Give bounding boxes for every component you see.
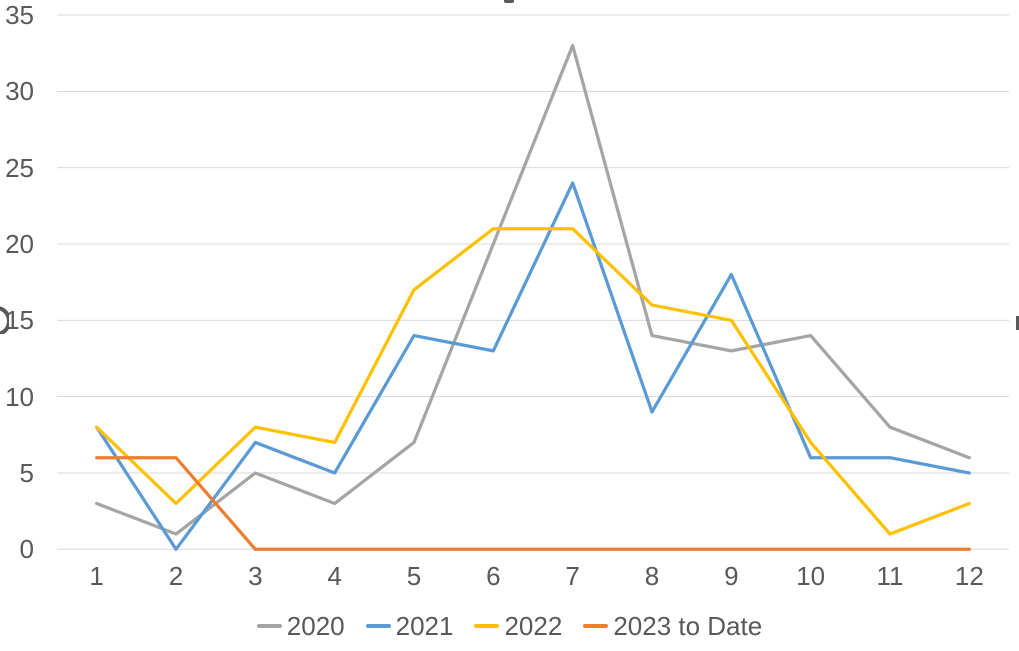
y-axis-tick-label-25: 25: [5, 152, 34, 183]
x-axis-tick-label-9: 9: [724, 561, 739, 591]
x-axis-tick-label-11: 11: [876, 561, 904, 591]
x-axis-tick-label-5: 5: [406, 561, 422, 591]
legend-swatch: [583, 624, 609, 628]
clipped-title-fragment: [504, 0, 514, 3]
y-axis-tick-label-10: 10: [5, 381, 34, 412]
x-axis-tick-label-7: 7: [565, 561, 580, 591]
legend-item-2022: 2022: [474, 613, 562, 639]
legend-swatch: [365, 624, 391, 628]
legend-swatch: [474, 624, 500, 628]
x-axis-tick-label-3: 3: [248, 561, 263, 591]
y-axis-tick-label-5: 5: [19, 457, 34, 488]
legend-label: 2022: [504, 611, 563, 641]
legend-label: 2021: [395, 611, 454, 641]
clipped-glyph-arc: [0, 306, 9, 334]
legend: 2020 2021 2022 2023 to Date: [0, 613, 1019, 639]
series-lines: [95, 43, 971, 551]
x-axis-tick-label-8: 8: [644, 561, 660, 591]
legend-label: 2023 to Date: [613, 611, 763, 641]
y-axis-tick-label-30: 30: [5, 76, 34, 107]
gridlines: [57, 14, 1009, 550]
y-axis-tick-label-15: 15: [5, 305, 34, 336]
x-axis-tick-label-10: 10: [796, 561, 826, 591]
clipped-right-glyph-fragment: [1016, 316, 1019, 330]
y-axis-tick-label-35: 35: [5, 0, 34, 30]
y-axis-tick-label-0: 0: [19, 534, 34, 565]
clipped-left-glyph-fragment: [0, 303, 9, 334]
legend-item-2021: 2021: [365, 611, 454, 641]
x-axis-tick-label-2: 2: [168, 561, 184, 591]
x-axis-tick-label-1: 1: [89, 561, 104, 591]
x-axis-tick-label-6: 6: [486, 561, 501, 591]
series-line-2020: [95, 43, 971, 536]
x-axis-tick-label-4: 4: [327, 561, 342, 591]
legend-item-2020: 2020: [256, 611, 345, 641]
x-axis-tick-label-12: 12: [954, 561, 984, 591]
y-axis-tick-label-20: 20: [5, 228, 34, 259]
legend-item-2023-to-date: 2023 to Date: [583, 613, 762, 639]
legend-label: 2020: [286, 611, 345, 641]
series-line-2023-to-date: [95, 456, 971, 551]
series-line-2022: [95, 227, 971, 536]
legend-swatch: [256, 624, 282, 628]
